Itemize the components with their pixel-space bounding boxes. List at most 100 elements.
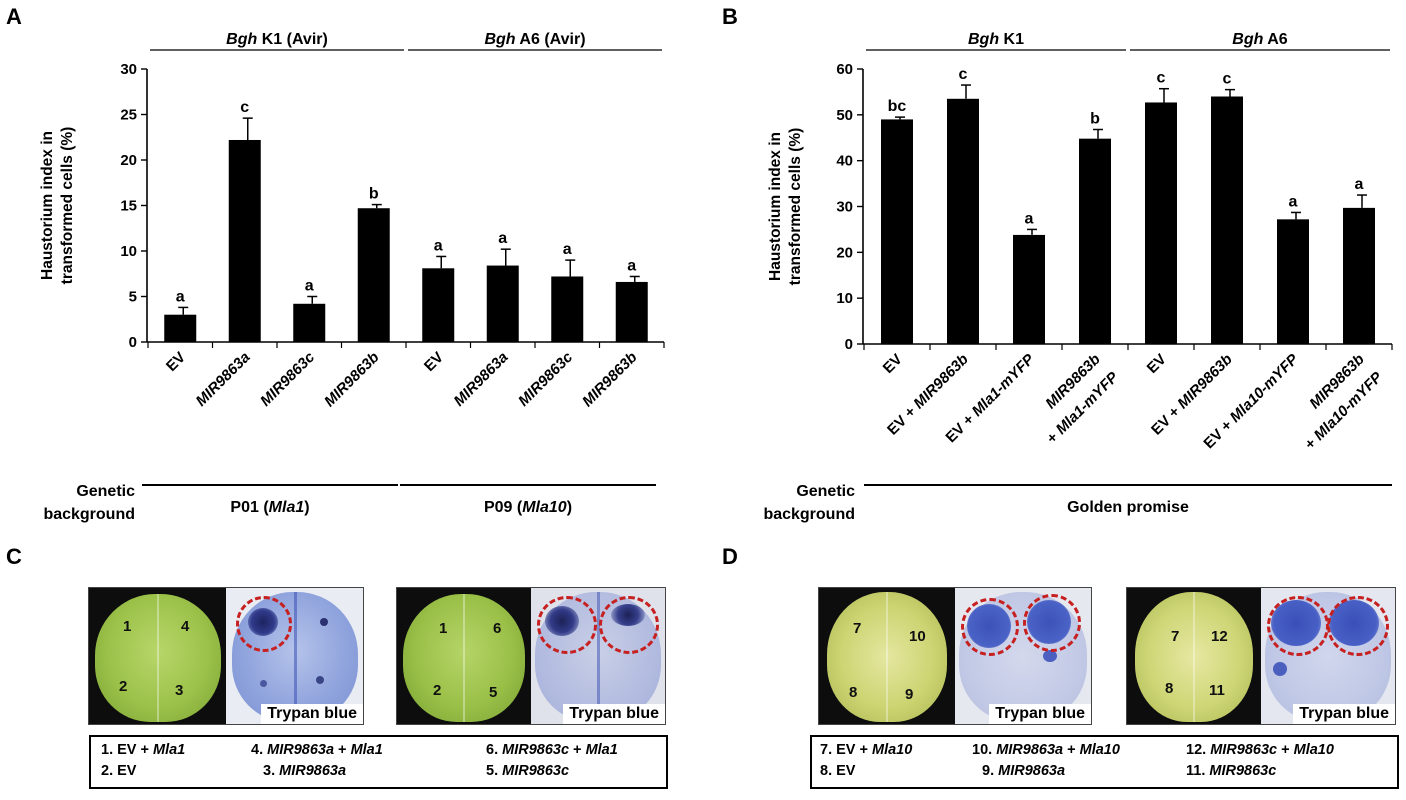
lesion-ring: [236, 596, 292, 652]
y-tick-label: 40: [836, 153, 853, 170]
bar: [1211, 96, 1243, 344]
y-tick-label: 50: [836, 107, 853, 124]
bar: [615, 281, 648, 342]
legend-item: 12. MIR9863c + Mla10: [1186, 742, 1334, 758]
spot-number: 8: [1165, 680, 1174, 697]
spot-number: 4: [181, 618, 190, 635]
spot-number: 7: [853, 620, 862, 637]
bar: [228, 139, 261, 342]
category-label: MIR9863b: [579, 349, 641, 411]
bar: [1079, 138, 1111, 344]
category-label: EV: [163, 349, 189, 375]
legend-item: 4. MIR9863a + Mla1: [251, 742, 383, 758]
lesion-ring: [537, 596, 597, 654]
bar: [881, 119, 913, 345]
significance-letter: a: [176, 288, 185, 305]
significance-letter: a: [1289, 193, 1298, 210]
y-tick-label: 20: [836, 244, 853, 261]
chart-a: 0 5 10 15 20 25 30 Haustorium index in transform…: [39, 31, 665, 523]
y-axis-label: transformed cells (%): [787, 128, 804, 286]
y-tick-label: 0: [845, 336, 853, 353]
category-label: MIR9863a: [193, 349, 254, 410]
spot-number: 2: [433, 682, 442, 699]
lesion-ring: [1267, 596, 1329, 656]
significance-letter: a: [627, 257, 636, 274]
genetic-background-label: background: [43, 506, 135, 523]
spot-number: 11: [1209, 682, 1225, 699]
significance-letter: a: [434, 237, 443, 254]
y-tick-label: 10: [836, 290, 853, 307]
panel-letter-b: B: [722, 4, 738, 29]
y-tick-label: 60: [836, 61, 853, 78]
group-label: Bgh K1 (Avir): [226, 31, 328, 48]
spot-number: 6: [493, 620, 502, 637]
significance-letter: a: [498, 230, 507, 247]
group-label: Bgh A6: [1232, 31, 1288, 48]
y-axis-label: Haustorium index in: [767, 132, 784, 281]
spot-number: 12: [1211, 628, 1228, 645]
category-label: MIR9863b: [321, 349, 383, 411]
y-axis-label: Haustorium index in: [39, 131, 56, 280]
trypan-blue-label: Trypan blue: [989, 704, 1091, 724]
bar: [422, 268, 455, 342]
legend-item: 9. MIR9863a: [982, 763, 1066, 779]
leaf-photo-c2: 1 6 2 5 Trypan blue: [396, 587, 666, 725]
background-label: P01 (Mla1): [230, 499, 309, 516]
lesion-ring: [599, 596, 659, 654]
legend-item: 5. MIR9863c: [486, 763, 570, 779]
category-label: MIR9863c: [515, 348, 576, 409]
y-tick-label: 30: [120, 61, 137, 78]
legend-item: 7. EV + Mla10: [820, 742, 913, 758]
category-label: MIR9863a: [451, 349, 512, 410]
significance-letter: bc: [888, 98, 907, 115]
significance-letter: c: [959, 66, 968, 83]
category-label: EV: [880, 351, 906, 377]
panel-letter-a: A: [6, 4, 22, 29]
group-label: Bgh A6 (Avir): [484, 31, 585, 48]
significance-letter: c: [240, 99, 249, 116]
y-tick-label: 30: [836, 199, 853, 216]
spot-number: 1: [439, 620, 448, 637]
legend-item: 10. MIR9863a + Mla10: [972, 742, 1120, 758]
significance-letter: a: [1025, 210, 1034, 227]
category-label: MIR9863c: [257, 348, 318, 409]
genetic-background-label: background: [763, 506, 855, 523]
leaf-photo-c1: 1 4 2 3 Trypan blue: [88, 587, 364, 725]
chart-b: 0 10 20 30 40 50 60 Haustorium index in transfor…: [763, 31, 1393, 523]
group-label: Bgh K1: [968, 31, 1024, 48]
genetic-background-label: Genetic: [796, 483, 855, 500]
significance-letter: b: [369, 186, 379, 203]
background-label: Golden promise: [1067, 499, 1189, 516]
spot-number: 10: [909, 628, 926, 645]
lesion-ring: [1023, 594, 1081, 652]
spot-number: 9: [905, 686, 914, 703]
bar: [1343, 207, 1375, 344]
legend-item: 8. EV: [820, 763, 856, 779]
background-label: P09 (Mla10): [484, 499, 572, 516]
bar: [486, 265, 519, 342]
significance-letter: a: [305, 278, 314, 295]
category-label: EV: [1144, 351, 1170, 377]
legend-item: 1. EV + Mla1: [101, 742, 186, 758]
legend-item: 2. EV: [101, 763, 137, 779]
spot-number: 5: [489, 684, 498, 701]
spot-number: 2: [119, 678, 128, 695]
panel-letter-d: D: [722, 544, 738, 569]
leaf-photo-d1: 7 10 8 9 Trypan blue: [818, 587, 1092, 725]
legend-item: 11. MIR9863c: [1186, 763, 1277, 779]
legend-c: 1. EV + Mla1 4. MIR9863a + Mla1 6. MIR98…: [89, 735, 668, 789]
trypan-blue-label: Trypan blue: [563, 704, 665, 724]
bar: [1013, 234, 1045, 344]
y-tick-label: 20: [120, 152, 137, 169]
category-label: EV: [421, 349, 447, 375]
legend-item: 6. MIR9863c + Mla1: [486, 742, 618, 758]
significance-letter: b: [1090, 111, 1100, 128]
significance-letter: a: [563, 241, 572, 258]
spot-number: 7: [1171, 628, 1180, 645]
legend-d: 7. EV + Mla10 10. MIR9863a + Mla10 12. M…: [810, 735, 1399, 789]
bar: [293, 303, 326, 342]
y-tick-label: 25: [120, 107, 137, 124]
y-tick-label: 5: [129, 289, 137, 306]
bar: [551, 276, 584, 342]
bar: [357, 208, 390, 342]
